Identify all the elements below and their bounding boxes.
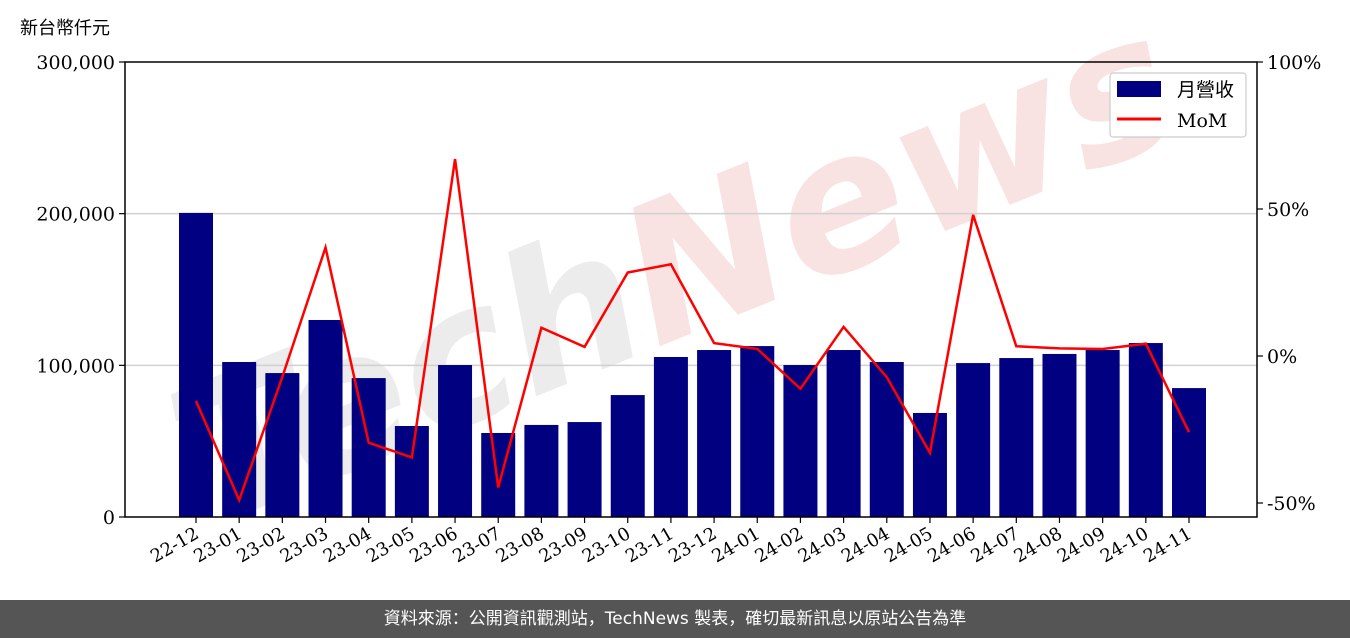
x-tick-label: 24-07 (967, 523, 1022, 567)
bar-23-10 (610, 395, 645, 517)
bar-24-07 (999, 358, 1034, 517)
source-footer: 資料來源：公開資訊觀測站，TechNews 製表，確切最新訊息以原站公告為準 (0, 600, 1350, 638)
bar-23-02 (265, 373, 300, 517)
bar-24-03 (826, 350, 861, 517)
bar-24-05 (912, 412, 947, 517)
x-tick-label: 24-01 (708, 523, 763, 567)
bar-24-09 (1085, 350, 1120, 517)
bar-23-01 (222, 361, 257, 517)
x-tick-label: 24-05 (881, 523, 936, 567)
x-tick-label: 22-12 (147, 523, 202, 567)
right-tick-label: 100% (1267, 52, 1321, 74)
x-tick-label: 24-10 (1097, 523, 1152, 567)
bar-24-02 (783, 365, 818, 517)
bar-24-06 (956, 363, 991, 517)
left-tick-label: 0 (103, 507, 115, 529)
right-tick-label: 50% (1267, 199, 1309, 221)
x-tick-label: 23-11 (622, 523, 677, 567)
x-tick-label: 23-07 (449, 523, 504, 567)
x-tick-label: 24-08 (1011, 523, 1066, 567)
legend-bar-swatch (1117, 81, 1161, 97)
revenue-chart: TechNews0100,000200,000300,000-50%0%50%1… (36, 0, 1321, 570)
left-tick-label: 200,000 (36, 204, 115, 226)
bar-23-05 (394, 426, 429, 517)
x-tick-label: 23-06 (406, 523, 461, 567)
bar-23-12 (697, 350, 732, 517)
x-tick-label: 24-03 (795, 523, 850, 567)
x-tick-label: 24-04 (838, 523, 893, 567)
bar-24-04 (869, 361, 904, 517)
left-axis-unit-label: 新台幣仟元 (20, 18, 110, 39)
x-tick-label: 23-10 (579, 523, 634, 567)
x-tick-label: 23-08 (492, 523, 547, 567)
x-tick-label: 24-06 (924, 523, 979, 567)
mom-line (194, 158, 1191, 504)
plot-frame (124, 61, 1258, 518)
bar-23-11 (653, 356, 688, 517)
left-tick-label: 300,000 (36, 52, 115, 74)
bar-24-01 (740, 346, 775, 517)
right-tick-label: 0% (1267, 346, 1297, 368)
right-tick-label: -50% (1267, 493, 1316, 515)
x-tick-label: 23-12 (665, 523, 720, 567)
x-tick-label: 23-05 (363, 523, 418, 567)
bar-23-08 (524, 424, 559, 517)
bar-22-12 (179, 212, 213, 518)
x-tick-label: 23-09 (536, 523, 591, 567)
x-tick-label: 24-02 (751, 523, 806, 567)
bar-23-06 (438, 365, 473, 517)
bar-23-09 (567, 422, 602, 517)
watermark-news: News (590, 0, 1207, 389)
legend: 月營收 MoM (1109, 72, 1247, 138)
bar-24-10 (1128, 343, 1163, 517)
legend-label-mom: MoM (1177, 110, 1227, 132)
x-tick-label: 23-04 (320, 523, 375, 567)
bar-23-03 (308, 319, 343, 517)
legend-label-revenue: 月營收 (1177, 79, 1234, 101)
left-tick-label: 100,000 (36, 355, 115, 377)
x-tick-label: 24-11 (1140, 523, 1195, 567)
bar-24-08 (1042, 353, 1077, 517)
x-tick-label: 24-09 (1054, 523, 1109, 567)
